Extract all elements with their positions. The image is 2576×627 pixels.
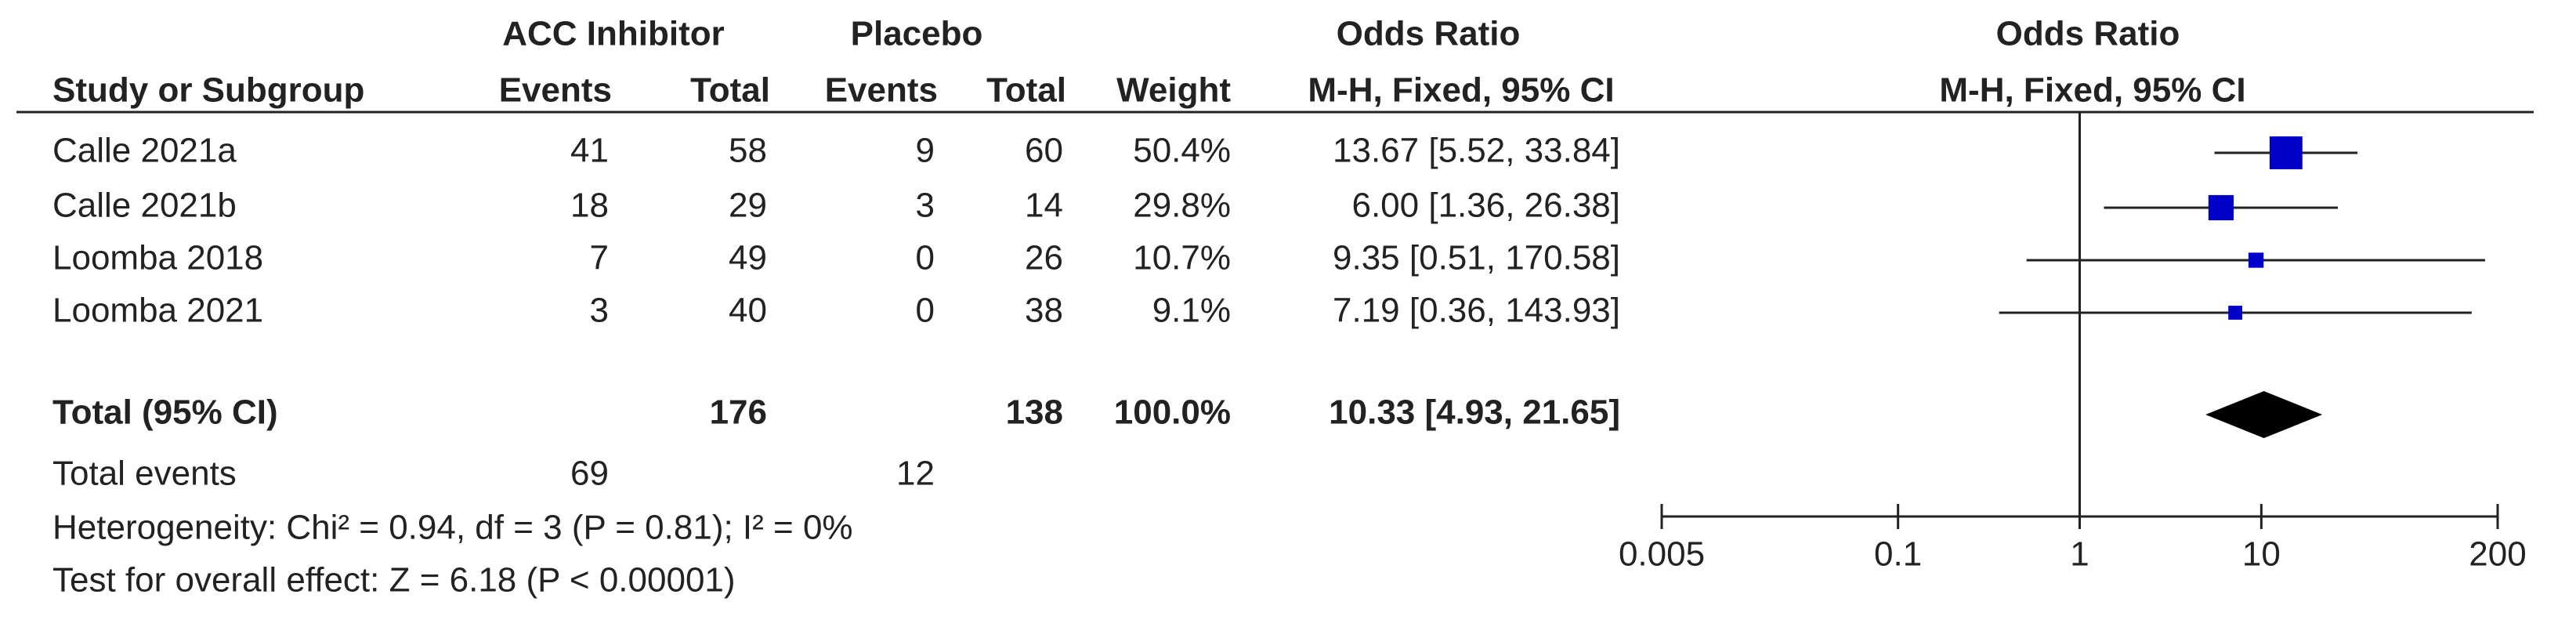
study-square <box>2248 252 2264 268</box>
exp-total: 49 <box>729 239 767 277</box>
group-header: ACC Inhibitor <box>502 15 725 53</box>
column-header: Total <box>690 71 770 110</box>
total-name: Total (95% CI) <box>52 393 278 432</box>
weight: 50.4% <box>1133 132 1231 170</box>
study-name: Loomba 2021 <box>52 292 263 330</box>
study-name: Calle 2021b <box>52 187 237 225</box>
exp-total: 29 <box>729 187 767 225</box>
column-header: M-H, Fixed, 95% CI <box>1308 71 1614 110</box>
total-ctl: 138 <box>1006 393 1063 432</box>
weight: 10.7% <box>1133 239 1231 277</box>
total-events-ctl: 12 <box>896 455 935 493</box>
study-square <box>2228 306 2243 320</box>
x-tick-label: 0.1 <box>1874 535 1922 574</box>
ctl-total: 60 <box>1025 132 1063 170</box>
ctl-events: 0 <box>916 239 935 277</box>
ctl-events: 3 <box>916 187 935 225</box>
exp-total: 58 <box>729 132 767 170</box>
column-header: Weight <box>1116 71 1231 110</box>
weight: 29.8% <box>1133 187 1231 225</box>
ctl-events: 9 <box>916 132 935 170</box>
exp-events: 18 <box>570 187 609 225</box>
column-header: Study or Subgroup <box>52 71 364 110</box>
weight: 9.1% <box>1152 292 1231 330</box>
heterogeneity: Heterogeneity: Chi² = 0.94, df = 3 (P = … <box>52 509 853 547</box>
study-square <box>2269 136 2303 169</box>
odds-ratio: 6.00 [1.36, 26.38] <box>1351 187 1620 225</box>
plot-title: Odds Ratio <box>1996 15 2180 53</box>
ctl-total: 26 <box>1025 239 1063 277</box>
column-header: Total <box>986 71 1066 110</box>
x-tick-label: 1 <box>2070 535 2089 574</box>
study-square <box>2208 194 2234 221</box>
total-events-label: Total events <box>52 455 237 493</box>
study-name: Loomba 2018 <box>52 239 263 277</box>
ctl-total: 14 <box>1025 187 1063 225</box>
x-tick-label: 0.005 <box>1619 535 1705 574</box>
column-header: Events <box>825 71 938 110</box>
exp-events: 41 <box>570 132 609 170</box>
exp-events: 7 <box>590 239 609 277</box>
odds-ratio: 7.19 [0.36, 143.93] <box>1333 292 1620 330</box>
total-events-exp: 69 <box>570 455 609 493</box>
exp-events: 3 <box>590 292 609 330</box>
total-weight: 100.0% <box>1114 393 1231 432</box>
plot-subtitle: M-H, Fixed, 95% CI <box>1939 71 2245 110</box>
total-diamond <box>2205 391 2323 438</box>
x-tick-label: 200 <box>2469 535 2526 574</box>
exp-total: 40 <box>729 292 767 330</box>
total-or: 10.33 [4.93, 21.65] <box>1329 393 1620 432</box>
total-exp: 176 <box>710 393 767 432</box>
group-header: Odds Ratio <box>1337 15 1521 53</box>
study-name: Calle 2021a <box>52 132 237 170</box>
x-tick-label: 10 <box>2242 535 2281 574</box>
group-header: Placebo <box>851 15 983 53</box>
ctl-total: 38 <box>1025 292 1063 330</box>
odds-ratio: 13.67 [5.52, 33.84] <box>1333 132 1620 170</box>
ctl-events: 0 <box>916 292 935 330</box>
odds-ratio: 9.35 [0.51, 170.58] <box>1333 239 1620 277</box>
column-header: Events <box>499 71 612 110</box>
overall-effect: Test for overall effect: Z = 6.18 (P < 0… <box>52 561 736 600</box>
